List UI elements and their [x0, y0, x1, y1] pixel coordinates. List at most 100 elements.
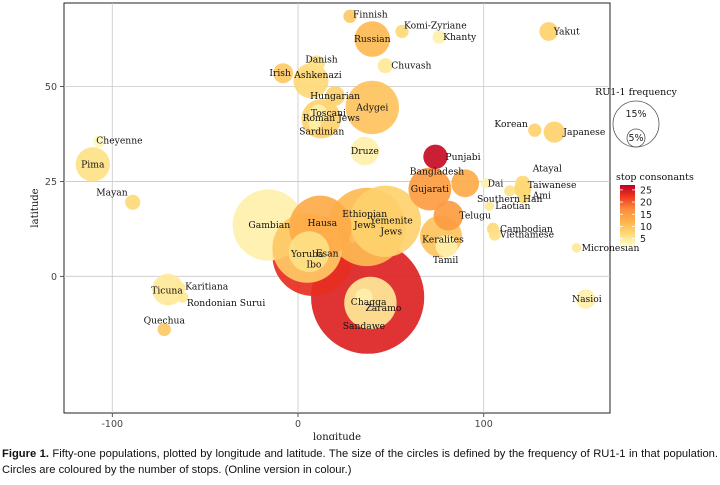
- caption-label: Figure 1.: [2, 448, 49, 460]
- label-laotian: Laotian: [495, 201, 530, 212]
- label-ami: Ami: [532, 191, 551, 202]
- point-cheyenne: [93, 135, 106, 148]
- label-khanty: Khanty: [443, 32, 477, 43]
- label-sandawe: Sandawe: [343, 321, 385, 332]
- point-druze: [350, 136, 380, 166]
- label-nasioi: Nasioi: [572, 294, 602, 305]
- label-toscani: Toscani: [311, 108, 346, 119]
- label-russian: Russian: [354, 34, 391, 45]
- point-toscani: [309, 104, 328, 122]
- point-ami: [517, 189, 531, 204]
- size-legend-circle-5: [626, 128, 646, 148]
- point-karitiana: [174, 282, 186, 294]
- colorbar-tick-label: 20: [640, 198, 652, 209]
- label-punjabi: Punjabi: [445, 152, 480, 163]
- x-axis-title: longitude: [313, 432, 361, 440]
- label-sardinian: Sardinian: [299, 126, 344, 137]
- point-ashkenazi: [293, 63, 329, 99]
- label-roman-jews: Roman Jews: [303, 113, 360, 124]
- label-karitiana: Karitiana: [185, 282, 229, 293]
- size-legend: RU1-1 frequency 15% 5%: [595, 87, 678, 148]
- point-sardinian: [308, 118, 321, 131]
- point-chuvash: [377, 58, 393, 74]
- point-gujarati: [408, 167, 452, 211]
- label-taiwanese: Taiwanese: [528, 180, 577, 191]
- point-bangladesh: [451, 169, 480, 198]
- label-mayan: Mayan: [96, 187, 128, 198]
- data-points: [75, 9, 596, 354]
- x-tick-label: 0: [295, 419, 301, 430]
- label-korean: Korean: [494, 119, 527, 130]
- size-legend-title: RU1-1 frequency: [595, 87, 677, 98]
- y-tick-label: 50: [45, 82, 57, 93]
- label-gambian: Gambian: [248, 220, 290, 231]
- point-finnish: [343, 9, 357, 23]
- point-esan: [288, 231, 330, 273]
- y-axis-title: latitude: [30, 188, 41, 227]
- label-japanese: Japanese: [562, 127, 605, 138]
- point-russian: [354, 21, 391, 57]
- label-telugu: Telugu: [459, 211, 491, 222]
- axis-ticks: -100 0 100 0 25 50: [45, 82, 493, 430]
- point-dai: [480, 178, 491, 189]
- point-adygei: [345, 80, 399, 135]
- label-line: Ethiopian: [342, 209, 387, 220]
- label-line: Jews: [353, 220, 376, 231]
- x-tick-label: 100: [475, 419, 493, 430]
- point-telugu: [433, 200, 464, 231]
- colorbar-tick-label: 15: [640, 210, 652, 221]
- label-komi-zyriane: Komi-Zyriane: [404, 20, 467, 31]
- label-gujarati: Gujarati: [411, 184, 449, 195]
- size-legend-label-5: 5%: [628, 133, 643, 144]
- label-rondonian-surui: Rondonian Surui: [187, 298, 265, 309]
- label-esan: Esan: [316, 249, 339, 260]
- y-tick-label: 0: [51, 272, 57, 283]
- label-finnish: Finnish: [353, 9, 388, 20]
- colorbar-tick-label: 5: [640, 234, 646, 245]
- label-ashkenazi: Ashkenazi: [293, 70, 342, 81]
- label-line: Jews: [379, 226, 402, 237]
- point-ticuna: [152, 273, 184, 306]
- color-legend-title: stop consonants: [616, 172, 694, 183]
- point-korean: [528, 123, 542, 137]
- point-atayal: [515, 175, 531, 191]
- label-ethiopian-jews: Ethiopian Jews: [342, 209, 387, 231]
- point-laotian: [484, 201, 495, 211]
- point-rondonian-surui: [177, 291, 189, 303]
- point-irish: [273, 63, 294, 84]
- label-yoruba: Yoruba: [290, 249, 324, 260]
- label-southern-han: Southern Han: [477, 194, 543, 205]
- point-komi-zyriane: [395, 24, 409, 39]
- label-chagga: Chagga: [351, 297, 387, 308]
- point-hungarian: [325, 86, 345, 106]
- colorbar: [620, 185, 635, 246]
- label-ticuna: Ticuna: [151, 286, 183, 297]
- label-line: Yemenite: [369, 215, 413, 226]
- point-khanty: [432, 30, 446, 44]
- point-japanese: [543, 121, 565, 143]
- label-ibo: Ibo: [306, 259, 322, 270]
- x-tick-label: -100: [102, 419, 124, 430]
- label-chuvash: Chuvash: [391, 61, 431, 72]
- label-dai: Dai: [488, 178, 504, 189]
- colorbar-tick-label: 10: [640, 222, 652, 233]
- label-bangladesh: Bangladesh: [410, 166, 464, 177]
- label-cheyenne: Cheyenne: [96, 136, 142, 147]
- point-vietnamese: [488, 228, 501, 241]
- point-micronesian: [571, 243, 582, 253]
- label-atayal: Atayal: [532, 163, 562, 174]
- label-yakut: Yakut: [553, 26, 580, 37]
- point-nasioi: [576, 289, 596, 309]
- point-danish: [308, 55, 325, 73]
- point-tamil: [435, 234, 458, 258]
- label-quechua: Quechua: [144, 315, 186, 326]
- label-micronesian: Micronesian: [582, 243, 640, 254]
- label-yemenite-jews: Yemenite Jews: [369, 215, 413, 237]
- label-adygei: Adygei: [355, 102, 388, 113]
- caption-text: Fifty-one populations, plotted by longit…: [2, 448, 718, 476]
- point-mayan: [125, 194, 141, 210]
- label-hausa: Hausa: [307, 218, 337, 229]
